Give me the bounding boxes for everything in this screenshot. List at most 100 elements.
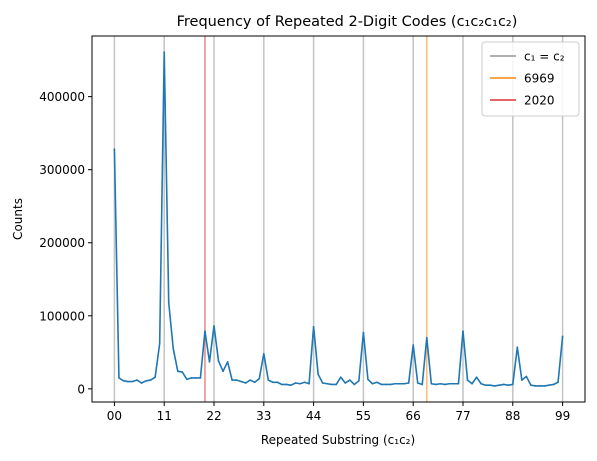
data-point-0-74: [448, 382, 451, 385]
data-point-0-2: [122, 380, 125, 382]
data-point-0-9: [154, 376, 156, 378]
data-point-0-73: [444, 383, 446, 386]
data-point-0-46: [321, 382, 324, 384]
data-point-0-77: [462, 330, 464, 332]
data-point-0-43: [308, 382, 310, 385]
data-point-0-10: [158, 342, 161, 345]
y-axis-label: Counts: [11, 198, 25, 240]
data-point-0-42: [303, 381, 306, 384]
x-axis-label: Repeated Substring (c₁c₂): [261, 433, 415, 447]
data-point-0-75: [453, 382, 455, 385]
data-point-0-89: [516, 346, 519, 349]
data-point-0-92: [530, 384, 532, 386]
data-point-0-13: [172, 347, 175, 350]
data-series: [113, 51, 564, 387]
x-tick-label-6: 66: [406, 409, 421, 423]
data-point-0-18: [195, 377, 197, 379]
data-point-0-63: [398, 382, 401, 385]
data-point-0-98: [557, 381, 559, 384]
data-point-0-31: [253, 381, 256, 384]
x-tick-label-8: 88: [505, 409, 520, 423]
legend-label-1: 6969: [524, 72, 555, 86]
data-point-0-11: [163, 51, 166, 53]
data-point-0-5: [136, 379, 138, 381]
data-point-0-1: [118, 377, 120, 379]
data-point-0-50: [339, 376, 342, 378]
data-point-0-35: [272, 381, 274, 384]
data-point-0-95: [543, 385, 546, 387]
data-point-0-60: [385, 383, 387, 386]
y-tick-label-2: 200000: [39, 236, 85, 250]
data-point-0-54: [358, 380, 360, 382]
data-point-0-30: [249, 379, 252, 381]
data-point-0-39: [290, 384, 292, 386]
x-tick-label-1: 11: [157, 409, 172, 423]
chart-title: Frequency of Repeated 2-Digit Codes (c₁c…: [177, 14, 518, 30]
x-tick-label-5: 55: [356, 409, 371, 423]
data-point-0-14: [176, 370, 179, 373]
data-point-0-78: [466, 379, 469, 381]
data-point-0-84: [493, 385, 496, 387]
data-point-0-67: [416, 382, 419, 384]
y-axis: 0 100000 200000 300000 400000: [39, 90, 92, 396]
data-point-0-20: [204, 330, 206, 332]
data-point-0-88: [511, 383, 514, 386]
data-point-0-86: [502, 383, 505, 386]
legend-label-0: c₁ = c₂: [524, 50, 565, 64]
data-point-0-3: [127, 380, 129, 383]
data-point-0-53: [353, 383, 356, 386]
data-point-0-61: [389, 383, 392, 386]
data-point-0-65: [407, 382, 410, 384]
data-point-0-0: [113, 148, 116, 151]
y-tick-label-4: 400000: [39, 90, 85, 104]
data-point-0-49: [335, 383, 338, 386]
data-point-0-17: [190, 377, 193, 379]
data-point-0-68: [421, 383, 424, 386]
y-tick-label-1: 100000: [39, 309, 85, 323]
data-point-0-40: [294, 382, 297, 384]
data-point-0-37: [281, 383, 283, 386]
data-point-0-12: [167, 301, 170, 304]
data-point-0-69: [425, 336, 428, 339]
data-point-0-45: [317, 373, 319, 376]
x-axis: 00 11 22 33 44 55 66 77 88 99: [107, 402, 570, 423]
data-point-0-28: [240, 380, 242, 383]
data-point-0-44: [312, 325, 315, 328]
data-point-0-48: [330, 383, 333, 386]
data-point-0-82: [484, 384, 487, 386]
data-point-0-4: [131, 380, 134, 383]
legend-box: [481, 41, 580, 117]
x-tick-label-3: 33: [256, 409, 271, 423]
data-point-0-57: [371, 382, 374, 385]
data-point-0-99: [561, 335, 564, 338]
x-tick-label-4: 44: [306, 409, 321, 423]
plot-frame: [91, 35, 586, 403]
data-point-0-83: [489, 384, 491, 386]
data-point-0-71: [435, 383, 437, 386]
data-point-0-56: [367, 378, 369, 381]
data-point-0-52: [349, 379, 351, 381]
data-point-0-91: [525, 375, 528, 378]
data-point-0-16: [186, 378, 188, 381]
legend-label-2: 2020: [524, 94, 555, 108]
data-point-0-97: [552, 383, 555, 386]
data-point-0-76: [457, 382, 460, 385]
data-point-0-21: [208, 361, 211, 363]
data-point-0-51: [344, 382, 347, 384]
data-point-0-72: [439, 382, 442, 385]
data-point-0-93: [534, 385, 537, 387]
data-point-0-55: [362, 331, 365, 334]
data-point-0-85: [498, 384, 501, 386]
data-point-0-79: [471, 382, 473, 385]
data-point-0-6: [140, 382, 143, 384]
data-point-0-96: [548, 384, 550, 386]
series-line-0: [113, 51, 564, 387]
x-tick-label-0: 00: [107, 409, 122, 423]
data-point-0-27: [235, 379, 238, 381]
x-tick-label-7: 77: [455, 409, 470, 423]
data-point-0-47: [326, 382, 328, 385]
data-point-0-80: [475, 376, 478, 378]
x-tick-label-2: 22: [206, 409, 221, 423]
data-point-0-26: [231, 379, 233, 381]
